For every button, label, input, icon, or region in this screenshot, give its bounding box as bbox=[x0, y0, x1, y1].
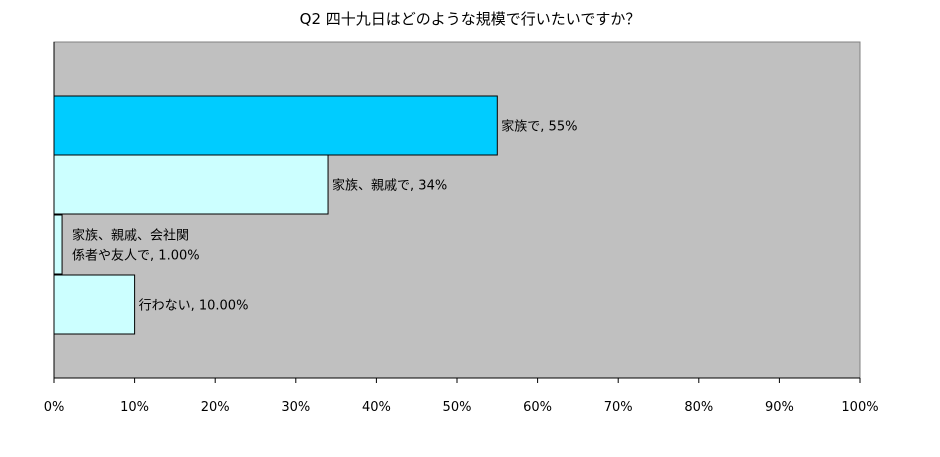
x-tick-label-8: 80% bbox=[684, 400, 713, 415]
bar-1 bbox=[53, 154, 329, 215]
x-tick-label-1: 10% bbox=[120, 400, 149, 415]
x-tick-label-10: 100% bbox=[841, 400, 878, 415]
data-label-3: 行わない, 10.00% bbox=[139, 299, 249, 314]
x-tick-label-3: 30% bbox=[281, 400, 310, 415]
chart-title: Q2 四十九日はどのような規模で行いたいですか？ bbox=[299, 10, 641, 28]
data-label-2-1: 係者や友人で, 1.00% bbox=[72, 248, 200, 264]
x-tick-label-9: 90% bbox=[765, 400, 794, 415]
x-tick-label-2: 20% bbox=[201, 400, 230, 415]
data-label-2-0: 家族、親戚、会社関 bbox=[72, 228, 189, 244]
bar-3 bbox=[53, 274, 136, 335]
x-tick-label-7: 70% bbox=[604, 400, 633, 415]
data-label-1: 家族、親戚で, 34% bbox=[332, 178, 447, 194]
bar-2 bbox=[53, 214, 63, 275]
data-label-0: 家族で, 55% bbox=[501, 119, 577, 135]
x-tick-label-4: 40% bbox=[362, 400, 391, 415]
x-tick-label-0: 0% bbox=[44, 400, 65, 415]
x-tick-label-5: 50% bbox=[443, 400, 472, 415]
x-tick-label-6: 60% bbox=[523, 400, 552, 415]
bar-0 bbox=[53, 95, 498, 156]
